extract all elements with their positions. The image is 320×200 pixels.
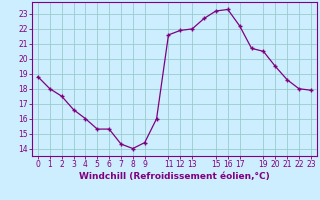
X-axis label: Windchill (Refroidissement éolien,°C): Windchill (Refroidissement éolien,°C) <box>79 172 270 181</box>
